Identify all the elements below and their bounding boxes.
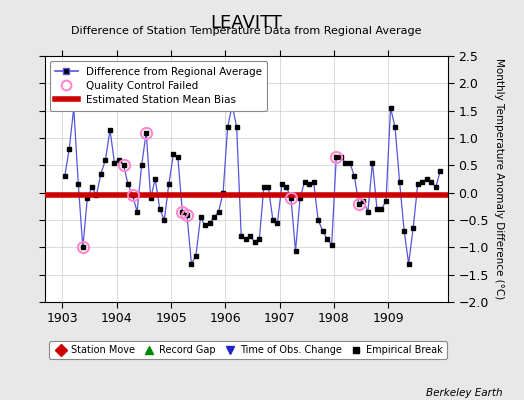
Y-axis label: Monthly Temperature Anomaly Difference (°C): Monthly Temperature Anomaly Difference (… xyxy=(495,58,505,300)
Legend: Station Move, Record Gap, Time of Obs. Change, Empirical Break: Station Move, Record Gap, Time of Obs. C… xyxy=(49,341,447,359)
Legend: Difference from Regional Average, Quality Control Failed, Estimated Station Mean: Difference from Regional Average, Qualit… xyxy=(50,61,267,111)
Text: Difference of Station Temperature Data from Regional Average: Difference of Station Temperature Data f… xyxy=(71,26,421,36)
Text: Berkeley Earth: Berkeley Earth xyxy=(427,388,503,398)
Text: LEAVITT: LEAVITT xyxy=(210,14,282,32)
